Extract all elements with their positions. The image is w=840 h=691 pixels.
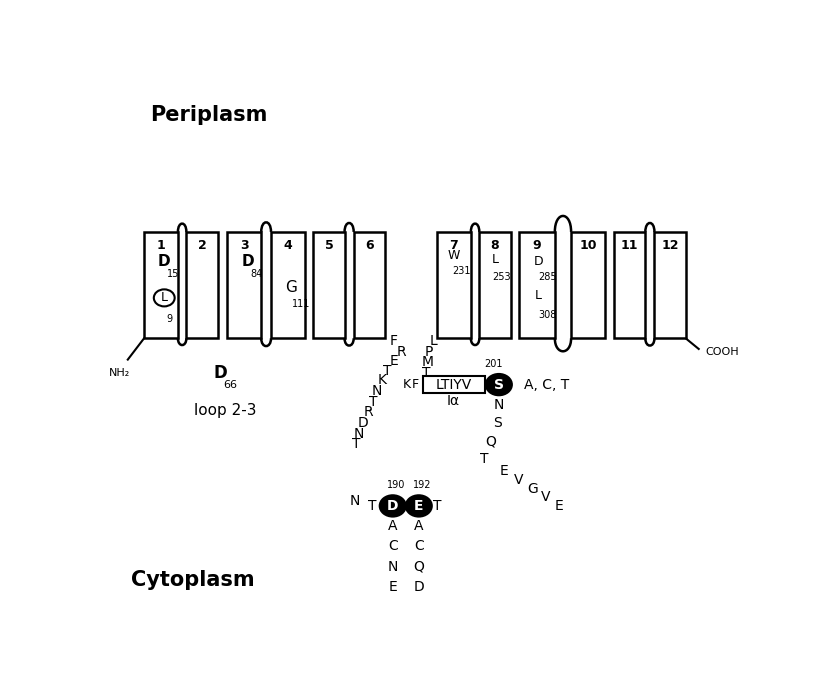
Text: D: D xyxy=(241,254,254,269)
Text: N: N xyxy=(354,426,364,441)
Text: Q: Q xyxy=(486,434,496,448)
Text: T: T xyxy=(352,437,360,451)
Text: W: W xyxy=(448,249,460,262)
Text: E: E xyxy=(390,354,398,368)
Bar xyxy=(186,232,218,339)
Text: Periplasm: Periplasm xyxy=(150,105,268,125)
Circle shape xyxy=(486,374,512,395)
Text: S: S xyxy=(494,377,504,392)
Bar xyxy=(271,232,305,339)
Bar xyxy=(654,232,685,339)
Text: 190: 190 xyxy=(386,480,405,490)
Text: K: K xyxy=(421,377,430,392)
Text: N: N xyxy=(494,398,504,412)
Bar xyxy=(437,232,471,339)
Text: T: T xyxy=(433,499,441,513)
Text: G: G xyxy=(286,280,297,295)
Text: 11: 11 xyxy=(621,239,638,252)
Circle shape xyxy=(380,495,406,517)
Text: A: A xyxy=(414,519,423,533)
Text: T: T xyxy=(383,363,391,378)
Text: 201: 201 xyxy=(485,359,503,368)
Text: D: D xyxy=(413,580,424,594)
Text: E: E xyxy=(414,499,423,513)
Text: K: K xyxy=(402,378,411,391)
Text: D: D xyxy=(533,255,543,268)
Text: 111: 111 xyxy=(291,299,310,310)
Text: L: L xyxy=(430,334,438,348)
Text: 10: 10 xyxy=(580,239,596,252)
Text: D: D xyxy=(158,254,171,269)
Bar xyxy=(519,232,555,339)
Text: NH₂: NH₂ xyxy=(108,368,130,377)
Text: Q: Q xyxy=(413,560,424,574)
Text: V: V xyxy=(541,491,550,504)
Text: LTIYV: LTIYV xyxy=(435,377,472,392)
Text: F: F xyxy=(412,378,418,391)
Bar xyxy=(144,232,178,339)
Text: 253: 253 xyxy=(492,272,511,282)
Bar xyxy=(313,232,344,339)
Text: S: S xyxy=(493,416,502,430)
Text: D: D xyxy=(387,499,398,513)
Text: 12: 12 xyxy=(661,239,679,252)
Text: 15: 15 xyxy=(166,269,179,279)
Text: P: P xyxy=(424,345,433,359)
Text: loop 2-3: loop 2-3 xyxy=(194,403,257,417)
Bar xyxy=(354,232,385,339)
Text: Iα: Iα xyxy=(447,394,460,408)
Text: R: R xyxy=(397,345,407,359)
Text: E: E xyxy=(500,464,508,477)
Text: 8: 8 xyxy=(491,239,499,252)
Text: 9: 9 xyxy=(533,239,541,252)
Text: T: T xyxy=(368,499,376,513)
Text: V: V xyxy=(513,473,523,487)
Text: K: K xyxy=(378,373,387,388)
Text: COOH: COOH xyxy=(706,347,739,357)
Text: 2: 2 xyxy=(197,239,207,252)
Text: F: F xyxy=(390,334,398,348)
Bar xyxy=(614,232,645,339)
Text: L: L xyxy=(491,253,498,266)
Text: G: G xyxy=(528,482,538,496)
Text: T: T xyxy=(480,452,489,466)
Text: M: M xyxy=(421,355,433,369)
Text: 7: 7 xyxy=(449,239,459,252)
Text: L: L xyxy=(535,290,542,302)
Circle shape xyxy=(406,495,432,517)
Text: C: C xyxy=(414,540,423,553)
Text: 285: 285 xyxy=(538,272,557,282)
Text: 6: 6 xyxy=(365,239,374,252)
Text: 192: 192 xyxy=(412,480,431,490)
Text: 84: 84 xyxy=(250,269,262,279)
Text: E: E xyxy=(554,499,563,513)
Text: D: D xyxy=(213,364,228,382)
Text: A: A xyxy=(388,519,397,533)
Text: T: T xyxy=(422,366,430,380)
Text: E: E xyxy=(388,580,397,594)
Text: 9: 9 xyxy=(166,314,172,324)
Text: T: T xyxy=(369,395,377,408)
Text: 308: 308 xyxy=(538,310,557,320)
Bar xyxy=(480,232,511,339)
Text: I: I xyxy=(398,499,402,513)
Text: N: N xyxy=(349,493,360,508)
Text: 231: 231 xyxy=(453,266,471,276)
Text: 5: 5 xyxy=(324,239,333,252)
Text: Cytoplasm: Cytoplasm xyxy=(131,570,255,590)
Text: L: L xyxy=(160,292,168,304)
Text: 4: 4 xyxy=(284,239,292,252)
Text: D: D xyxy=(358,416,368,430)
Bar xyxy=(228,232,261,339)
Text: 66: 66 xyxy=(223,379,238,390)
Bar xyxy=(423,376,485,393)
Text: N: N xyxy=(372,384,382,398)
Text: A, C, T: A, C, T xyxy=(523,377,569,392)
Text: C: C xyxy=(388,540,397,553)
Text: 1: 1 xyxy=(156,239,165,252)
Text: R: R xyxy=(363,405,373,419)
Bar xyxy=(571,232,605,339)
Text: N: N xyxy=(387,560,398,574)
Text: 3: 3 xyxy=(240,239,249,252)
